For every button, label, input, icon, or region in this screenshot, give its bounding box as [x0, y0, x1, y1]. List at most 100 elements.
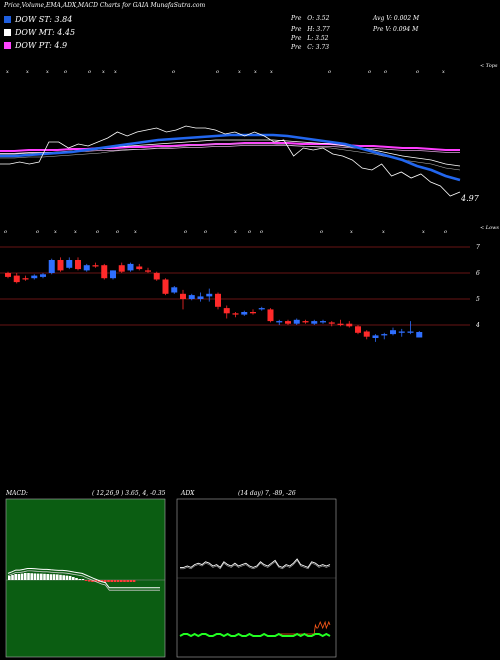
- candle: [57, 260, 64, 271]
- tops-tick-mark: o: [384, 69, 387, 75]
- tops-tick-mark: x: [238, 69, 241, 75]
- macd-panel: [5, 498, 166, 658]
- macd-histogram-bar: [81, 579, 85, 580]
- legend-swatch-mt: [4, 29, 11, 36]
- candle: [197, 296, 204, 299]
- candle: [320, 321, 326, 323]
- candle: [162, 279, 169, 294]
- macd-histogram-bar: [91, 580, 94, 582]
- macd-histogram-bar: [8, 576, 11, 580]
- tops-tick-mark: o: [88, 69, 91, 75]
- legend-dow-pt: DOW PT: 4.9: [4, 41, 67, 50]
- macd-histogram-bar: [113, 580, 117, 582]
- tops-tick-mark: x: [270, 69, 273, 75]
- avg-volume: Avg V: 0.002 M: [373, 15, 420, 22]
- tops-tick-mark: x: [102, 69, 105, 75]
- macd-histogram-bar: [68, 576, 72, 580]
- candle: [127, 263, 134, 271]
- macd-histogram-bar: [100, 580, 104, 582]
- lows-tick-mark: o: [248, 229, 251, 235]
- tops-tick-mark: o: [172, 69, 175, 75]
- macd-histogram-bar: [75, 578, 78, 580]
- candle: [92, 265, 99, 267]
- lows-tick-mark: o: [184, 229, 187, 235]
- lows-tick-mark: x: [350, 229, 353, 235]
- macd-histogram-bar: [78, 579, 81, 580]
- candle: [285, 321, 291, 324]
- tops-tick-mark: o: [328, 69, 331, 75]
- pre-volume: Pre V: 0.094 M: [373, 26, 419, 33]
- candle: [346, 323, 353, 327]
- tops-tick-mark: x: [46, 69, 49, 75]
- macd-histogram-bar: [46, 574, 49, 580]
- tops-tick-mark: o: [368, 69, 371, 75]
- macd-histogram-bar: [62, 575, 65, 580]
- macd-histogram-bar: [132, 580, 136, 582]
- lows-tick-mark: o: [4, 229, 7, 235]
- candle: [66, 260, 73, 268]
- close-price-line: [0, 125, 461, 197]
- pre-close: Pre C: 3.73: [291, 44, 330, 51]
- candle: [398, 331, 405, 333]
- candle: [337, 323, 344, 325]
- macd-histogram-bar: [43, 573, 46, 580]
- legend-dow-st: DOW ST: 3.84: [4, 15, 72, 24]
- macd-histogram-bar: [27, 573, 30, 580]
- candle: [381, 334, 388, 336]
- candle: [407, 331, 414, 333]
- candle: [276, 321, 283, 323]
- lows-tick-mark: o: [260, 229, 263, 235]
- macd-histogram-bar: [126, 580, 129, 582]
- candle: [416, 332, 423, 338]
- candle: [110, 270, 116, 279]
- macd-histogram-bar: [49, 574, 53, 580]
- macd-histogram-bar: [36, 573, 40, 580]
- lows-tick-mark: x: [54, 229, 57, 235]
- lows-tick-mark: o: [204, 229, 207, 235]
- pre-high: Pre H: 3.77: [291, 26, 330, 33]
- candle: [293, 319, 300, 324]
- candle: [267, 309, 274, 322]
- macd-histogram-bar: [88, 580, 91, 582]
- candle: [311, 321, 318, 324]
- candle: [48, 260, 55, 273]
- macd-histogram-bar: [14, 574, 17, 580]
- axis-tick-4: 4: [475, 322, 480, 329]
- macd-histogram-bar: [120, 580, 123, 582]
- macd-histogram-bar: [110, 580, 113, 582]
- candle: [83, 265, 90, 271]
- candle: [258, 308, 265, 310]
- candle: [241, 312, 248, 315]
- macd-histogram-bar: [107, 580, 110, 582]
- candle: [372, 335, 379, 338]
- candle: [302, 321, 309, 323]
- axis-tick-5: 5: [476, 296, 480, 303]
- macd-histogram-bar: [65, 575, 69, 580]
- candle: [40, 274, 46, 277]
- legend-dow-mt: DOW MT: 4.45: [4, 28, 75, 37]
- candle: [75, 260, 81, 270]
- macd-histogram-bar: [59, 574, 62, 580]
- lows-tick-mark: o: [320, 229, 323, 235]
- candle: [145, 270, 151, 272]
- macd-histogram-bar: [52, 574, 56, 580]
- tops-tick-mark: o: [216, 69, 219, 75]
- lows-tick-mark: x: [382, 229, 385, 235]
- macd-histogram-bar: [94, 580, 97, 582]
- macd-histogram-bar: [104, 580, 107, 582]
- adx-white-line: [180, 558, 331, 569]
- axis-tick-7: 7: [476, 244, 480, 251]
- tops-tick-mark: o: [416, 69, 419, 75]
- macd-line: [7, 568, 160, 589]
- candle: [188, 295, 195, 299]
- macd-histogram-bar: [116, 580, 120, 582]
- candle: [153, 273, 160, 280]
- legend-swatch-pt: [4, 42, 11, 49]
- ema-blue-line: [0, 133, 461, 182]
- candle: [136, 266, 143, 270]
- candle: [31, 275, 38, 279]
- candle: [5, 273, 11, 277]
- tops-tick-mark: o: [64, 69, 67, 75]
- macd-params: ( 12,26,9 ) 3.65, 4, -0.35: [92, 490, 166, 497]
- axis-tick-6: 6: [476, 270, 480, 277]
